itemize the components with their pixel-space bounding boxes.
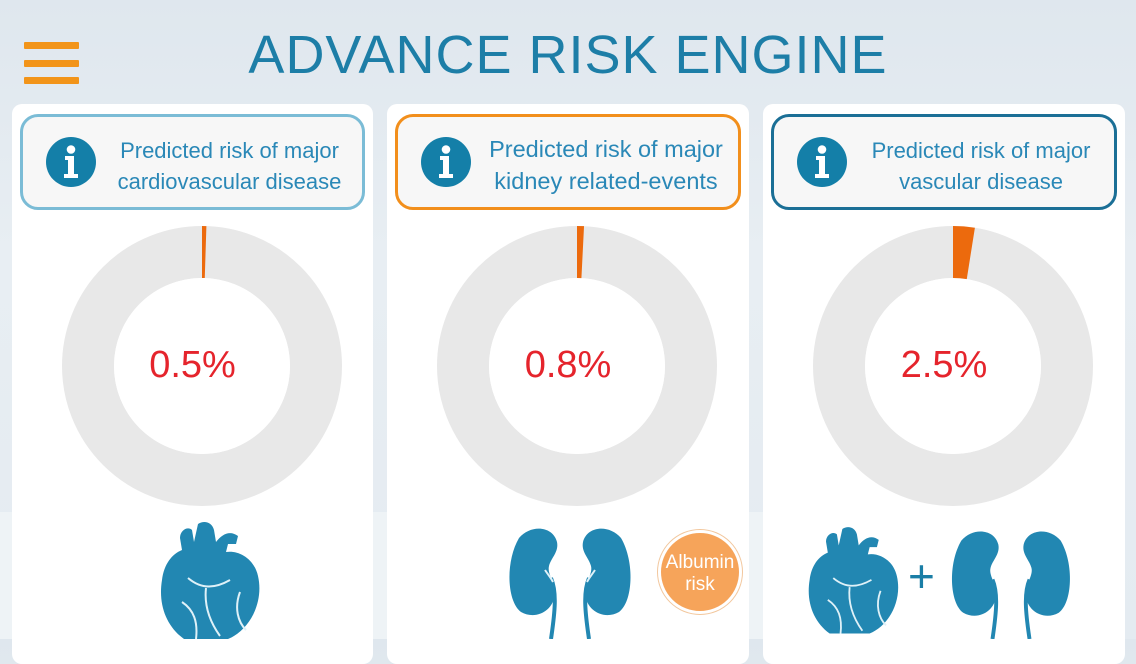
plus-sign: + [908, 550, 935, 602]
risk-percentage: 2.5% [900, 344, 988, 386]
info-text: Predicted risk of major kidney related-e… [478, 133, 734, 197]
info-line-1: Predicted risk of major [120, 138, 339, 163]
panel-kidney: Predicted risk of major kidney related-e… [387, 104, 749, 664]
info-box-cardiovascular[interactable]: Predicted risk of major cardiovascular d… [20, 114, 365, 210]
donut-hole [489, 278, 665, 454]
risk-wedge [577, 226, 585, 279]
risk-donut-chart [813, 226, 1093, 506]
info-icon[interactable] [421, 137, 471, 187]
risk-donut-chart [437, 226, 717, 506]
info-line-1: Predicted risk of major [871, 138, 1091, 163]
risk-wedge [953, 226, 975, 280]
donut-hole [865, 278, 1041, 454]
info-text: Predicted risk of major vascular disease [856, 135, 1106, 197]
heart-icon [160, 522, 260, 639]
app-title: ADVANCE RISK ENGINE [248, 25, 888, 85]
info-text: Predicted risk of major cardiovascular d… [105, 135, 354, 197]
info-icon[interactable] [797, 137, 847, 187]
albumin-line-2: risk [685, 574, 715, 595]
donut-hole [114, 278, 290, 454]
info-box-kidney[interactable]: Predicted risk of major kidney related-e… [395, 114, 741, 210]
kidneys-icon [509, 528, 631, 639]
risk-wedge [202, 226, 207, 279]
risk-donut-chart [62, 226, 342, 506]
info-line-2: cardiovascular disease [117, 169, 342, 194]
info-line-2: kidney related-events [494, 168, 718, 194]
info-line-2: vascular disease [899, 169, 1063, 194]
heart-icon [808, 527, 899, 634]
risk-percentage: 0.8% [524, 344, 612, 386]
albumin-line-1: Albumin [665, 552, 735, 573]
header: ADVANCE RISK ENGINE [0, 0, 1136, 100]
kidneys-icon [951, 531, 1071, 639]
menu-icon[interactable] [24, 42, 80, 86]
info-line-1: Predicted risk of major [489, 136, 723, 162]
albumin-risk-badge[interactable]: Albumin risk [658, 530, 742, 614]
info-icon[interactable] [46, 137, 96, 187]
risk-percentage: 0.5% [149, 344, 236, 386]
info-box-vascular[interactable]: Predicted risk of major vascular disease [771, 114, 1117, 210]
